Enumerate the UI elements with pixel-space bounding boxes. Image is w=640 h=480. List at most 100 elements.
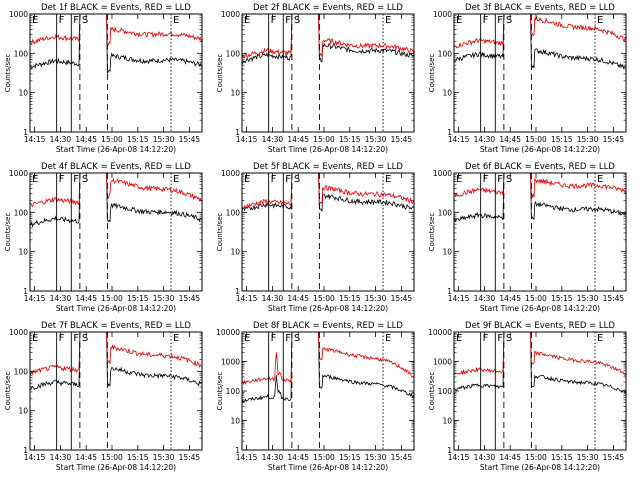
y-tick-label: 10 — [18, 89, 28, 98]
series-events-line — [454, 332, 626, 395]
x-axis-label: Start Time (26-Apr-08 14:12:20) — [268, 145, 388, 154]
x-tick-label: 14:45 — [287, 135, 309, 144]
y-tick-label: 100 — [14, 367, 29, 376]
y-tick-label: 100 — [226, 387, 241, 396]
y-axis-label: Counts/sec — [216, 54, 224, 93]
y-tick-label: 1000 — [9, 169, 28, 178]
y-tick-label: 10 — [230, 89, 240, 98]
marker-label-0: E — [244, 333, 250, 344]
marker-label-5: E — [385, 174, 391, 185]
x-tick-label: 15:30 — [577, 135, 599, 144]
x-tick-label: 15:00 — [525, 135, 547, 144]
marker-label-3: S — [506, 333, 512, 344]
x-tick-label: 14:15 — [24, 135, 46, 144]
x-tick-label: 15:00 — [313, 453, 335, 462]
series-group — [242, 173, 414, 212]
y-tick-label: 1000 — [433, 358, 452, 367]
marker-label-2: F — [285, 15, 291, 26]
marker-label-5: E — [597, 333, 603, 344]
marker-label-3: S — [82, 333, 88, 344]
y-tick-label: 1 — [23, 287, 28, 296]
marker-label-5: E — [597, 174, 603, 185]
x-tick-label: 15:15 — [127, 294, 149, 303]
plot-frame — [29, 331, 203, 451]
x-axis-label: Start Time (26-Apr-08 14:12:20) — [480, 145, 600, 154]
x-tick-label: 15:15 — [339, 453, 361, 462]
y-tick-label: 10000 — [216, 328, 240, 337]
series-group — [30, 14, 202, 74]
x-tick-label: 15:30 — [365, 135, 387, 144]
marker-label-2: F — [73, 174, 79, 185]
plot-frame — [453, 331, 627, 451]
x-tick-label: 14:30 — [474, 294, 496, 303]
plot-frame — [453, 13, 627, 133]
marker-label-5: E — [385, 15, 391, 26]
series-lld-line — [30, 173, 202, 208]
marker-label-1: F — [59, 333, 65, 344]
y-tick-label: 1000 — [433, 169, 452, 178]
y-tick-label: 1 — [235, 446, 240, 455]
x-tick-label: 14:45 — [75, 294, 97, 303]
plot-frame — [29, 172, 203, 292]
marker-label-0: E — [32, 333, 38, 344]
x-tick-label: 14:45 — [287, 294, 309, 303]
series-events-line — [454, 14, 626, 69]
x-axis-label: Start Time (26-Apr-08 14:12:20) — [56, 304, 176, 313]
marker-label-1: F — [59, 15, 65, 26]
x-tick-label: 14:45 — [75, 135, 97, 144]
marker-label-1: F — [271, 174, 277, 185]
y-axis-label: Counts/sec — [428, 54, 436, 93]
plot-frame — [29, 13, 203, 133]
marker-label-5: E — [173, 174, 179, 185]
marker-label-2: F — [73, 15, 79, 26]
x-tick-label: 14:45 — [75, 453, 97, 462]
x-tick-label: 15:45 — [179, 294, 201, 303]
y-tick-label: 1000 — [9, 328, 28, 337]
y-tick-label: 10 — [230, 248, 240, 257]
x-tick-label: 14:45 — [499, 453, 521, 462]
y-tick-label: 1 — [23, 128, 28, 137]
marker-label-5: E — [597, 15, 603, 26]
y-tick-label: 1 — [23, 446, 28, 455]
marker-label-2: F — [497, 333, 503, 344]
x-tick-label: 14:30 — [262, 294, 284, 303]
marker-label-0: E — [244, 174, 250, 185]
x-tick-label: 15:45 — [603, 135, 625, 144]
x-tick-label: 15:45 — [603, 453, 625, 462]
y-tick-label: 100 — [438, 208, 453, 217]
plot-frame — [241, 13, 415, 133]
series-group — [454, 173, 626, 223]
marker-label-3: S — [506, 15, 512, 26]
marker-label-0: E — [456, 174, 462, 185]
y-tick-label: 1 — [447, 287, 452, 296]
x-tick-label: 14:30 — [474, 453, 496, 462]
x-tick-label: 14:15 — [448, 453, 470, 462]
x-tick-label: 15:15 — [551, 135, 573, 144]
x-axis-label: Start Time (26-Apr-08 14:12:20) — [56, 463, 176, 472]
y-tick-label: 100 — [226, 208, 241, 217]
x-tick-label: 15:45 — [179, 453, 201, 462]
y-tick-label: 10000 — [428, 328, 452, 337]
x-tick-label: 14:30 — [262, 135, 284, 144]
y-axis-label: Counts/sec — [4, 213, 12, 252]
y-tick-label: 1000 — [9, 10, 28, 19]
marker-label-0: E — [456, 15, 462, 26]
series-group — [242, 332, 414, 403]
x-tick-label: 15:15 — [551, 453, 573, 462]
series-lld-line — [454, 332, 626, 376]
marker-label-0: E — [244, 15, 250, 26]
y-tick-label: 1000 — [221, 358, 240, 367]
x-tick-label: 15:00 — [101, 453, 123, 462]
x-tick-label: 14:45 — [499, 135, 521, 144]
y-tick-label: 10 — [18, 407, 28, 416]
series-events-line — [242, 173, 414, 212]
series-group — [30, 173, 202, 228]
marker-label-3: S — [82, 174, 88, 185]
plot-title: Det 9f BLACK = Events, RED = LLD — [465, 321, 615, 331]
marker-label-2: F — [285, 333, 291, 344]
x-tick-label: 14:15 — [236, 135, 258, 144]
